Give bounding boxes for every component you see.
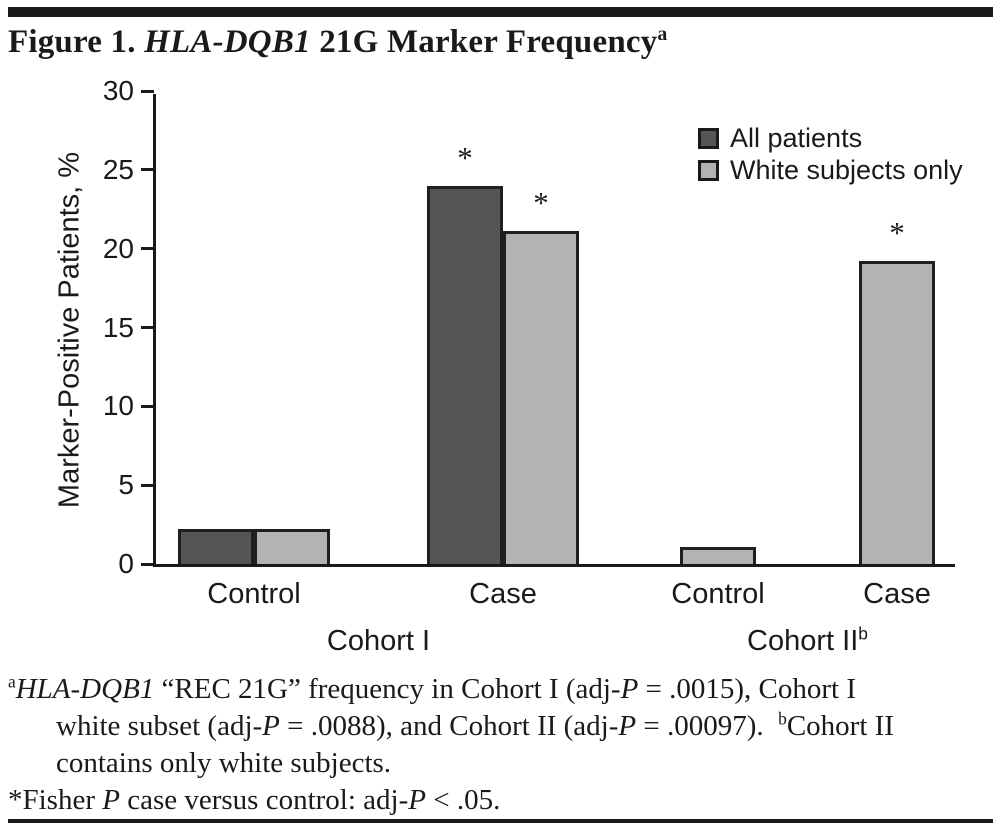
x-label-cohort-i-case: Case <box>469 578 537 610</box>
y-tick-20 <box>141 247 154 251</box>
y-tick-30 <box>141 89 154 93</box>
legend-label-white-subjects-only: White subjects only <box>730 155 963 185</box>
footnotes: aHLA-DQB1 “REC 21G” frequency in Cohort … <box>8 671 1000 819</box>
bar-cohort-i-case-all-patients <box>427 185 503 564</box>
y-tick-label-10: 10 <box>102 390 134 422</box>
bottom-rule <box>8 819 993 823</box>
bar-cohort-ii-case-white-subjects-only <box>859 261 935 564</box>
bar-cohort-i-control-all-patients <box>178 529 254 564</box>
legend-row-white-subjects-only: White subjects only <box>698 157 963 184</box>
y-tick-15 <box>141 326 154 329</box>
bar-cohort-ii-control-white-subjects-only <box>680 546 756 564</box>
group-label-cohort-i: Cohort I <box>326 625 431 657</box>
significance-asterisk: * <box>457 139 473 175</box>
legend: All patients White subjects only <box>698 125 963 189</box>
figure-title: Figure 1. HLA-DQB1 21G Marker Frequencya <box>8 23 668 60</box>
significance-asterisk: * <box>533 185 549 221</box>
y-axis-label: Marker-Positive Patients, % <box>53 151 86 509</box>
significance-asterisk: * <box>889 215 905 251</box>
bar-cohort-i-control-white-subjects-only <box>254 529 330 564</box>
legend-swatch-white-subjects-only <box>698 160 719 181</box>
x-label-cohort-ii-control: Control <box>671 578 765 610</box>
x-label-cohort-ii-case: Case <box>863 578 931 610</box>
plot-area: All patients White subjects only 0 5 10 15 20… <box>103 75 963 657</box>
top-rule <box>8 7 993 17</box>
bar-cohort-i-case-white-subjects-only <box>503 231 579 564</box>
y-tick-label-20: 20 <box>102 232 134 264</box>
y-tick-label-25: 25 <box>102 153 134 185</box>
footnote-asterisk: *Fisher P case versus control: adj-P < .… <box>8 784 501 816</box>
y-tick-label-15: 15 <box>102 311 134 343</box>
y-tick-label-0: 0 <box>118 548 134 579</box>
y-tick-0 <box>141 562 154 566</box>
legend-swatch-all-patients <box>698 128 719 149</box>
y-tick-5 <box>141 483 154 487</box>
y-tick-25 <box>141 168 154 172</box>
footnote-a: aHLA-DQB1 “REC 21G” frequency in Cohort … <box>8 671 894 779</box>
y-tick-10 <box>141 404 154 408</box>
group-label-cohort-ii: Cohort IIb <box>747 623 868 657</box>
x-label-cohort-i-control: Control <box>207 578 301 610</box>
legend-label-all-patients: All patients <box>730 123 863 153</box>
y-tick-label-30: 30 <box>102 75 134 106</box>
legend-row-all-patients: All patients <box>698 125 963 152</box>
y-tick-label-5: 5 <box>118 469 134 501</box>
